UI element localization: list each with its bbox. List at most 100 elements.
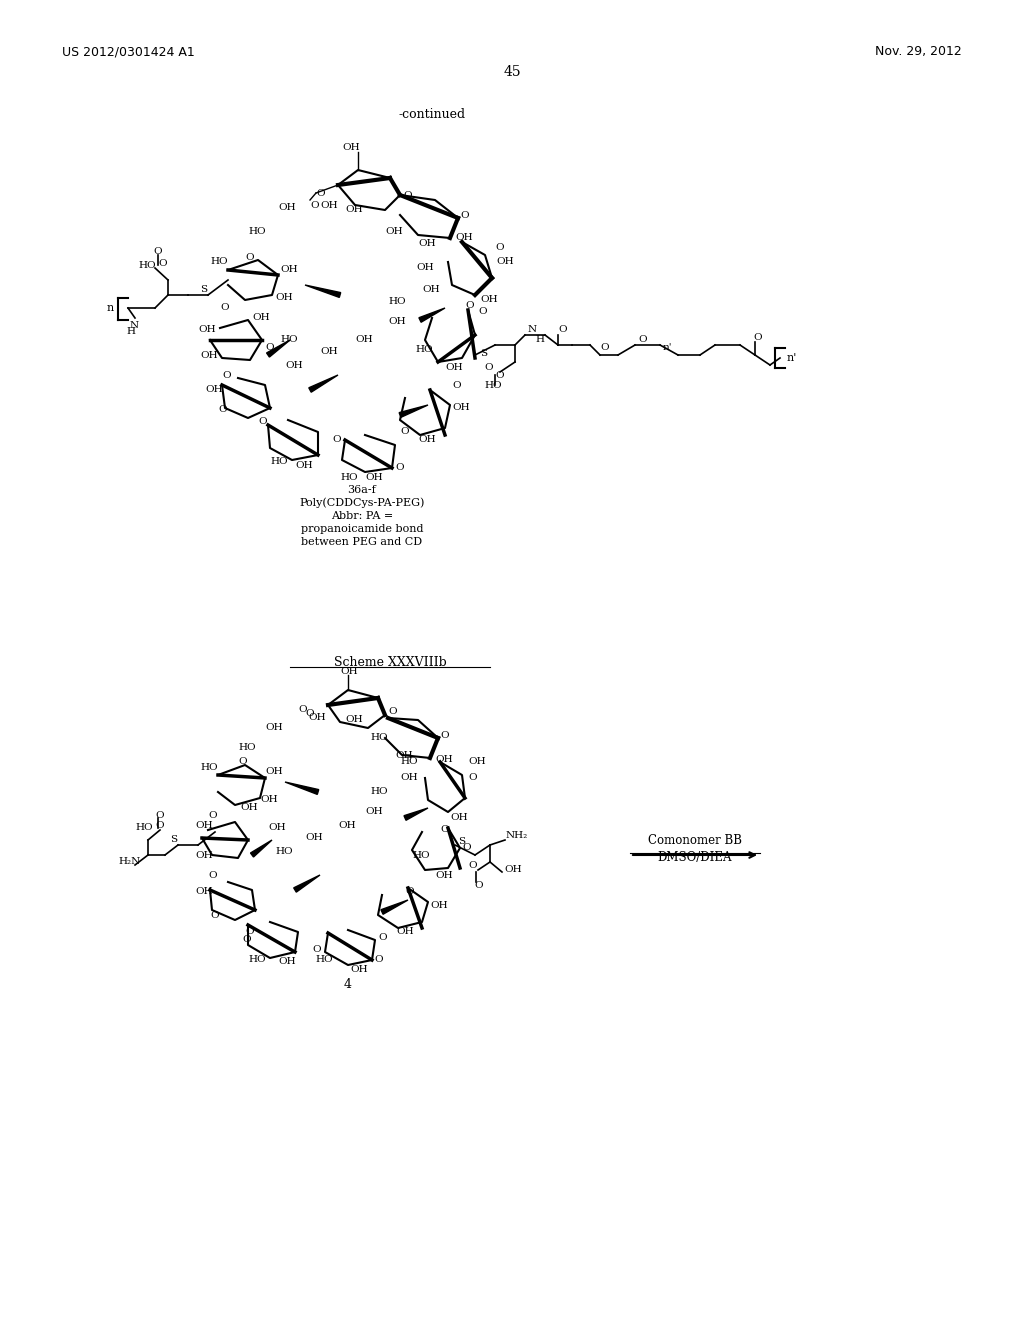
Text: OH: OH	[278, 203, 296, 213]
Text: OH: OH	[396, 928, 414, 936]
Text: Comonomer BB: Comonomer BB	[648, 833, 742, 846]
Text: O: O	[440, 730, 449, 739]
Text: Abbr: PA =: Abbr: PA =	[331, 511, 393, 521]
Text: OH: OH	[280, 265, 298, 275]
Text: OH: OH	[345, 715, 362, 725]
Text: OH: OH	[319, 201, 338, 210]
Polygon shape	[309, 375, 338, 392]
Text: Scheme XXXVIIIb: Scheme XXXVIIIb	[334, 656, 446, 668]
Text: OH: OH	[195, 850, 213, 859]
Text: HO: HO	[238, 743, 256, 752]
Text: n': n'	[663, 343, 673, 352]
Polygon shape	[285, 781, 318, 795]
Text: between PEG and CD: between PEG and CD	[301, 537, 423, 546]
Text: H₂N: H₂N	[118, 858, 140, 866]
Text: HO: HO	[280, 335, 298, 345]
Text: OH: OH	[275, 293, 293, 302]
Text: OH: OH	[295, 461, 312, 470]
Text: US 2012/0301424 A1: US 2012/0301424 A1	[62, 45, 195, 58]
Text: OH: OH	[496, 257, 514, 267]
Text: n': n'	[787, 352, 798, 363]
Text: O: O	[400, 428, 409, 437]
Text: OH: OH	[340, 667, 357, 676]
Text: HO: HO	[412, 850, 430, 859]
Polygon shape	[294, 875, 319, 892]
Text: HO: HO	[200, 763, 218, 772]
Text: O: O	[465, 301, 474, 309]
Text: O: O	[312, 945, 321, 954]
Text: -continued: -continued	[398, 108, 466, 121]
Text: OH: OH	[305, 833, 323, 842]
Text: O: O	[374, 956, 383, 965]
Text: O: O	[158, 259, 167, 268]
Text: O: O	[395, 463, 403, 473]
Text: S: S	[480, 348, 487, 358]
Text: O: O	[310, 201, 318, 210]
Text: OH: OH	[308, 714, 326, 722]
Text: HO: HO	[370, 788, 388, 796]
Text: OH: OH	[240, 804, 258, 813]
Text: S: S	[170, 836, 177, 845]
Text: OH: OH	[435, 871, 453, 880]
Text: O: O	[210, 911, 219, 920]
Text: OH: OH	[395, 751, 413, 759]
Text: OH: OH	[342, 144, 359, 153]
Text: OH: OH	[385, 227, 402, 236]
Text: H: H	[126, 327, 135, 337]
Text: HO: HO	[210, 257, 227, 267]
Text: O: O	[208, 870, 217, 879]
Text: OH: OH	[195, 887, 213, 896]
Text: O: O	[218, 405, 226, 414]
Text: O: O	[474, 882, 482, 891]
Text: O: O	[298, 705, 306, 714]
Text: HO: HO	[270, 458, 288, 466]
Text: HO: HO	[138, 260, 156, 269]
Text: O: O	[452, 380, 461, 389]
Text: HO: HO	[415, 346, 432, 355]
Polygon shape	[305, 285, 341, 297]
Text: OH: OH	[338, 821, 355, 829]
Text: O: O	[638, 335, 646, 345]
Text: HO: HO	[340, 474, 357, 483]
Polygon shape	[404, 808, 428, 820]
Text: OH: OH	[268, 824, 286, 833]
Text: HO: HO	[275, 847, 293, 857]
Text: O: O	[245, 253, 254, 263]
Text: O: O	[478, 308, 486, 317]
Text: n: n	[106, 304, 114, 313]
Text: O: O	[558, 326, 566, 334]
Text: DMSO/DIEA: DMSO/DIEA	[657, 851, 732, 865]
Text: OH: OH	[285, 360, 303, 370]
Text: O: O	[406, 887, 414, 896]
Text: N: N	[528, 326, 538, 334]
Text: OH: OH	[418, 436, 435, 445]
Text: S: S	[200, 285, 207, 294]
Text: OH: OH	[278, 957, 296, 966]
Text: O: O	[155, 810, 164, 820]
Text: OH: OH	[345, 206, 362, 214]
Text: HO: HO	[400, 758, 418, 767]
Text: O: O	[484, 363, 493, 372]
Polygon shape	[399, 405, 428, 417]
Text: HO: HO	[370, 734, 388, 742]
Text: OH: OH	[388, 318, 406, 326]
Text: OH: OH	[195, 821, 213, 829]
Polygon shape	[251, 840, 272, 857]
Text: S: S	[458, 837, 465, 846]
Text: O: O	[495, 243, 504, 252]
Text: OH: OH	[260, 796, 278, 804]
Text: O: O	[222, 371, 230, 380]
Text: HO: HO	[248, 227, 265, 236]
Text: HO: HO	[135, 822, 153, 832]
Text: OH: OH	[418, 239, 435, 248]
Text: HO: HO	[388, 297, 406, 306]
Text: HO: HO	[484, 380, 502, 389]
Text: OH: OH	[198, 326, 216, 334]
Text: H: H	[535, 335, 544, 345]
Text: OH: OH	[265, 723, 283, 733]
Text: O: O	[403, 190, 412, 199]
Text: NH₂: NH₂	[506, 832, 528, 841]
Text: O: O	[153, 248, 162, 256]
Text: O: O	[238, 758, 247, 767]
Text: O: O	[265, 343, 273, 352]
